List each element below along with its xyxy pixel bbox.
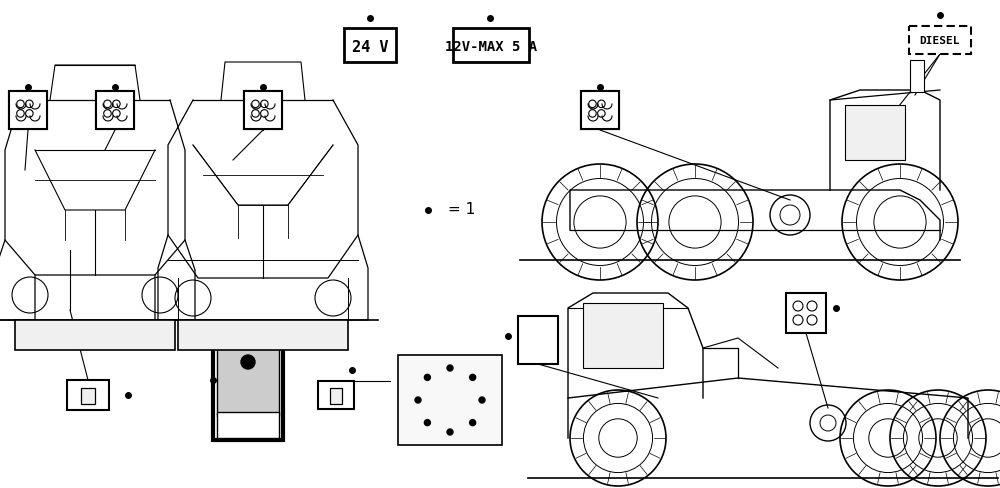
Bar <box>330 388 342 404</box>
Text: = 1: = 1 <box>448 203 475 218</box>
Bar <box>15 320 175 350</box>
Bar <box>96 91 134 129</box>
Bar <box>581 91 619 129</box>
Bar <box>453 28 529 62</box>
Bar <box>178 320 348 350</box>
Bar <box>398 355 502 445</box>
Bar <box>9 91 47 129</box>
Bar <box>845 105 905 160</box>
Bar <box>67 380 109 410</box>
Bar <box>81 388 95 404</box>
Text: 12V-MAX 5 A: 12V-MAX 5 A <box>445 40 537 54</box>
Bar <box>213 340 283 440</box>
Bar <box>786 293 826 333</box>
Circle shape <box>479 397 485 403</box>
Circle shape <box>241 355 255 369</box>
Bar <box>583 303 663 368</box>
Text: 24 V: 24 V <box>352 40 388 55</box>
Bar <box>518 316 558 364</box>
Circle shape <box>415 397 421 403</box>
Bar <box>96 91 134 129</box>
Bar <box>217 412 279 438</box>
Bar <box>318 381 354 409</box>
Circle shape <box>447 365 453 371</box>
Circle shape <box>424 420 430 426</box>
Bar <box>244 91 282 129</box>
Circle shape <box>470 374 476 380</box>
Circle shape <box>447 429 453 435</box>
Circle shape <box>424 374 430 380</box>
Bar <box>217 344 279 416</box>
Bar <box>244 91 282 129</box>
Bar <box>909 26 971 54</box>
Bar <box>344 28 396 62</box>
Bar <box>910 60 924 92</box>
Text: DIESEL: DIESEL <box>920 36 960 46</box>
Bar <box>9 91 47 129</box>
Circle shape <box>470 420 476 426</box>
Bar <box>581 91 619 129</box>
